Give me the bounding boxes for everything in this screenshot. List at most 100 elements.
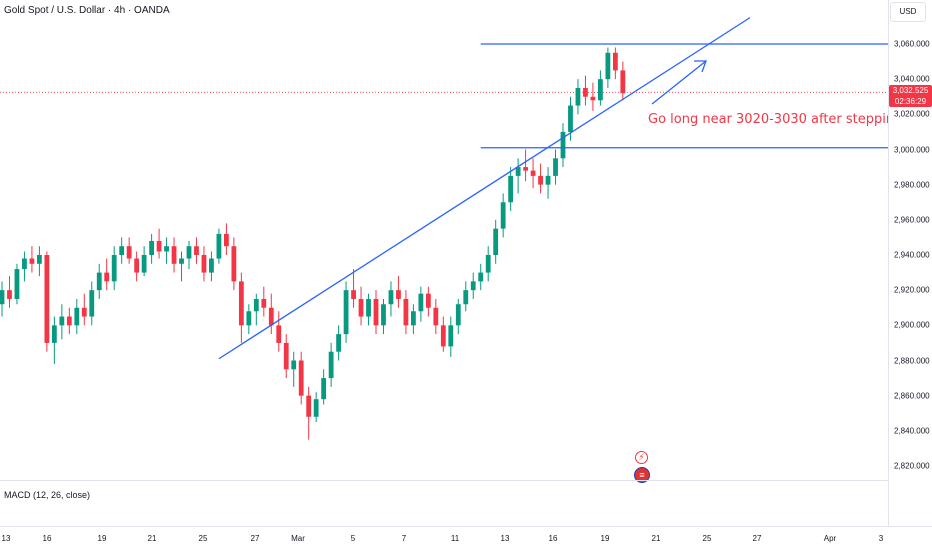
candle-body <box>605 52 611 80</box>
time-tick-label: 25 <box>198 534 208 543</box>
price-tick-label: 3,000.000 <box>894 145 930 154</box>
candle-body <box>186 246 192 259</box>
time-tick-label: 27 <box>752 534 762 543</box>
candle-body <box>455 304 461 326</box>
candle-body <box>485 255 491 273</box>
candle-body <box>313 399 319 417</box>
time-tick-label: 13 <box>500 534 510 543</box>
price-tick-label: 2,980.000 <box>894 180 930 190</box>
candle-body <box>306 395 312 417</box>
candle-body <box>530 170 536 176</box>
candle-body <box>321 378 327 400</box>
candle-body <box>493 228 499 255</box>
time-axis[interactable] <box>0 526 932 551</box>
current-price-tag: 3,032.525 02:36:29 <box>889 85 932 107</box>
candle-body <box>51 325 57 343</box>
candle-body <box>396 290 401 299</box>
us-flag-icon[interactable]: ≡ <box>634 467 650 483</box>
current-price-value: 3,032.525 <box>892 86 929 95</box>
candle-body <box>463 290 469 305</box>
candle-body <box>209 258 214 273</box>
candle-body <box>231 246 237 282</box>
candle-body <box>268 307 274 326</box>
candle-body <box>418 293 424 312</box>
candle-body <box>620 70 626 94</box>
candle-body <box>508 175 514 203</box>
price-tick-label: 3,040.000 <box>894 74 930 84</box>
candle-body <box>298 360 304 396</box>
macd-label[interactable]: MACD (12, 26, close) <box>4 490 91 500</box>
candle-body <box>328 351 334 379</box>
candle-body <box>343 290 349 335</box>
candle-body <box>179 258 184 264</box>
candle-body <box>238 281 244 326</box>
candle-body <box>351 290 356 299</box>
candle-body <box>515 167 521 176</box>
candle-body <box>500 202 506 229</box>
candle-body <box>111 255 117 282</box>
macd-pane[interactable] <box>0 480 888 527</box>
price-tick-label: 2,820.000 <box>894 461 930 471</box>
time-tick-label: 7 <box>401 534 407 543</box>
candle-body <box>7 290 12 299</box>
time-tick-label: 11 <box>450 534 460 543</box>
time-tick-label: 21 <box>651 534 661 543</box>
candle-body <box>373 298 379 326</box>
candle-body <box>448 325 454 347</box>
arrow-head <box>694 60 707 73</box>
candlestick-chart[interactable] <box>0 0 888 480</box>
candle-body <box>44 255 50 343</box>
time-tick-label: 16 <box>42 534 52 543</box>
candle-body <box>381 304 386 326</box>
candle-body <box>283 342 289 370</box>
price-tick-label: 2,860.000 <box>894 391 930 401</box>
candle-body <box>612 52 618 71</box>
candle-body <box>253 298 259 312</box>
candle-body <box>470 281 476 291</box>
candle-body <box>560 131 566 159</box>
candle-body <box>126 246 132 259</box>
candle-body <box>22 258 27 270</box>
candle-body <box>216 233 222 259</box>
candle-body <box>171 246 177 264</box>
candle-body <box>104 272 110 282</box>
symbol-title[interactable]: Gold Spot / U.S. Dollar · 4h · OANDA <box>4 5 170 16</box>
price-tick-label: 3,060.000 <box>894 39 930 49</box>
arrow-shaft <box>651 60 707 105</box>
candle-body <box>141 255 147 273</box>
candle-body <box>440 325 446 347</box>
trendline <box>218 17 751 360</box>
time-tick-label: 3 <box>878 534 884 543</box>
candle-body <box>29 258 35 264</box>
candle-body <box>194 246 199 255</box>
candle-body <box>403 298 409 326</box>
candle-body <box>598 79 603 101</box>
candle-body <box>81 307 87 317</box>
candle-body <box>246 311 252 326</box>
currency-label[interactable]: USD <box>890 2 926 22</box>
time-tick-label: 21 <box>147 534 157 543</box>
candle-body <box>336 334 341 352</box>
time-tick-label: Apr <box>823 534 837 543</box>
lightning-icon[interactable]: ⚡ <box>635 451 648 464</box>
candle-body <box>89 290 95 317</box>
price-tick-label: 2,920.000 <box>894 285 930 295</box>
candle-body <box>478 272 484 282</box>
candle-body <box>149 240 154 255</box>
candle-body <box>156 240 162 252</box>
candle-body <box>66 316 72 326</box>
chart-area[interactable] <box>0 0 888 480</box>
candle-body <box>119 246 125 255</box>
candle-body <box>59 316 65 326</box>
candle-body <box>590 96 596 101</box>
price-tick-label: 2,840.000 <box>894 426 930 436</box>
price-tick-label: 2,880.000 <box>894 356 930 365</box>
candle-body <box>291 360 297 370</box>
candle-body <box>425 293 431 308</box>
time-tick-label: Mar <box>291 534 305 543</box>
time-tick-label: 27 <box>250 534 260 543</box>
candle-body <box>411 311 416 326</box>
candle-body <box>583 87 588 97</box>
candle-body <box>538 175 543 185</box>
candle-body <box>14 269 20 299</box>
